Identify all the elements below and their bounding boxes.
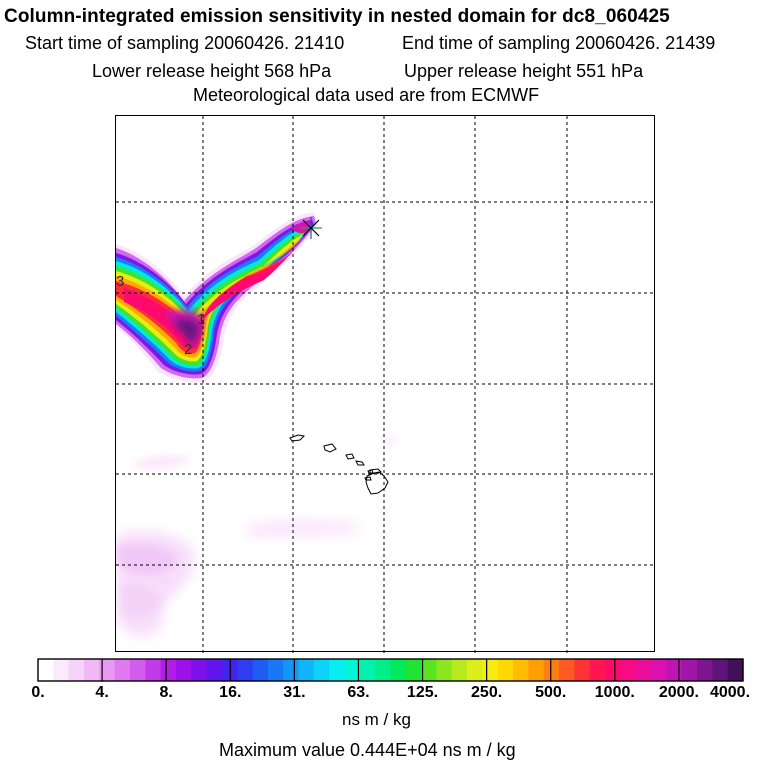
colorbar-swatch (390, 659, 407, 681)
colorbar-swatch (620, 659, 637, 681)
colorbar-swatch (727, 659, 744, 681)
colorbar (37, 658, 744, 682)
colorbar-swatch (68, 659, 85, 681)
colorbar-swatch (559, 659, 576, 681)
end-time-label: End time of sampling 20060426. 21439 (402, 33, 716, 53)
colorbar-swatch (237, 659, 254, 681)
colorbar-swatch (252, 659, 269, 681)
release-point-marker (300, 217, 322, 239)
colorbar-swatch (451, 659, 468, 681)
colorbar-swatch (375, 659, 392, 681)
plume-contours (116, 212, 318, 383)
colorbar-swatch (160, 659, 177, 681)
map-panel: 3 1 2 (115, 115, 656, 653)
lower-release-label: Lower release height 568 hPa (92, 61, 332, 81)
maximum-value-label: Maximum value 0.444E+04 ns m / kg (219, 740, 516, 760)
colorbar-swatch (99, 659, 116, 681)
colorbar-swatch (467, 659, 484, 681)
colorbar-swatch (589, 659, 606, 681)
colorbar-swatch (359, 659, 376, 681)
colorbar-tick-label: 1000. (594, 684, 635, 701)
colorbar-tick-label: 31. (283, 684, 306, 701)
colorbar-swatch (635, 659, 652, 681)
colorbar-swatch (651, 659, 667, 681)
colorbar-swatch (129, 659, 146, 681)
colorbar-swatch (329, 659, 346, 681)
colorbar-swatch (344, 659, 361, 681)
colorbar-tick-label: 4. (95, 684, 109, 701)
colorbar-tick-label: 500. (535, 684, 567, 701)
met-data-label: Meteorological data used are from ECMWF (193, 85, 540, 105)
colorbar-swatch (298, 659, 315, 681)
colorbar-swatch (267, 659, 284, 681)
colorbar-swatch (145, 659, 162, 681)
colorbar-tick-label: 8. (159, 684, 173, 701)
sensitivity-map: 3 1 2 (116, 116, 656, 653)
colorbar-swatch (666, 659, 683, 681)
trajectory-label-3: 3 (116, 273, 124, 290)
trajectory-labels: 3 1 2 (116, 273, 205, 358)
colorbar-outline (37, 658, 744, 682)
colorbar-tick-label: 63. (347, 684, 370, 701)
low-sensitivity-patches (116, 385, 514, 637)
trajectory-label-2: 2 (184, 341, 192, 358)
colorbar-swatch (114, 659, 131, 681)
colorbar-swatch (405, 659, 422, 681)
colorbar-tick-label: 125. (406, 684, 439, 701)
colorbar-swatch (574, 659, 591, 681)
colorbar-swatch (53, 659, 70, 681)
upper-release-label: Upper release height 551 hPa (404, 61, 644, 81)
colorbar-swatch (175, 659, 192, 681)
colorbar-swatch (421, 659, 438, 681)
colorbar-swatch (83, 659, 100, 681)
colorbar-unit-label: ns m / kg (342, 710, 411, 729)
hawaiian-islands-coastline (289, 434, 389, 495)
figure-title: Column-integrated emission sensitivity i… (4, 6, 670, 27)
colorbar-swatch (436, 659, 453, 681)
trajectory-label-1: 1 (197, 311, 205, 328)
colorbar-swatch (497, 659, 514, 681)
colorbar-swatch (283, 659, 300, 681)
colorbar-swatch (543, 659, 560, 681)
colorbar-tick-label: 4000. (709, 684, 751, 701)
colorbar-tick-label: 0. (31, 684, 45, 701)
colorbar-swatch (313, 659, 330, 681)
lat-lon-grid (116, 116, 656, 653)
colorbar-tick-label: 2000. (658, 684, 699, 701)
colorbar-swatch (513, 659, 530, 681)
colorbar-swatch (482, 659, 499, 681)
colorbar-swatch (528, 659, 545, 681)
colorbar-tick-label: 16. (219, 684, 242, 701)
colorbar-swatch (38, 659, 54, 681)
colorbar-swatch (191, 659, 208, 681)
colorbar-tick-label: 250. (471, 684, 503, 701)
colorbar-swatch (605, 659, 621, 681)
colorbar-swatch (712, 659, 729, 681)
colorbar-swatch (697, 659, 713, 681)
start-time-label: Start time of sampling 20060426. 21410 (25, 33, 345, 53)
colorbar-swatch (681, 659, 698, 681)
colorbar-swatch (206, 659, 223, 681)
